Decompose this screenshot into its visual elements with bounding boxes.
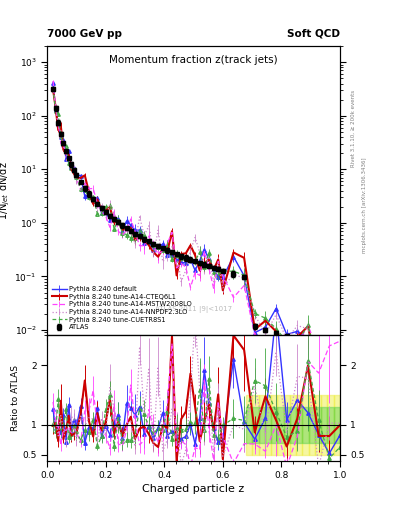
Bar xyxy=(334,395,340,455)
Bar xyxy=(296,395,303,455)
Bar xyxy=(265,395,271,455)
Bar xyxy=(246,395,252,455)
Bar xyxy=(321,407,327,443)
Text: Momentum fraction z(track jets): Momentum fraction z(track jets) xyxy=(109,55,278,65)
Bar xyxy=(309,395,315,455)
Bar xyxy=(259,407,265,443)
Text: Rivet 3.1.10, ≥ 200k events: Rivet 3.1.10, ≥ 200k events xyxy=(351,90,356,166)
Bar xyxy=(284,407,290,443)
Bar xyxy=(277,395,284,455)
Bar xyxy=(290,395,296,455)
Bar xyxy=(246,407,252,443)
Bar xyxy=(265,407,271,443)
Y-axis label: Ratio to ATLAS: Ratio to ATLAS xyxy=(11,365,20,431)
Text: ATLAS 2011 |9|<1017: ATLAS 2011 |9|<1017 xyxy=(155,306,232,313)
Bar xyxy=(334,407,340,443)
Bar xyxy=(277,407,284,443)
Bar xyxy=(271,407,277,443)
Bar xyxy=(290,407,296,443)
Bar xyxy=(252,407,259,443)
Bar xyxy=(271,395,277,455)
X-axis label: Charged particle z: Charged particle z xyxy=(142,484,245,495)
Bar xyxy=(259,395,265,455)
Bar xyxy=(309,407,315,443)
Y-axis label: 1/N$_{jet}$ dN/dz: 1/N$_{jet}$ dN/dz xyxy=(0,161,12,220)
Text: mcplots.cern.ch [arXiv:1306.3436]: mcplots.cern.ch [arXiv:1306.3436] xyxy=(362,157,367,252)
Bar xyxy=(284,395,290,455)
Bar xyxy=(321,395,327,455)
Text: 7000 GeV pp: 7000 GeV pp xyxy=(47,29,122,39)
Bar xyxy=(315,407,321,443)
Text: Soft QCD: Soft QCD xyxy=(287,29,340,39)
Bar xyxy=(303,407,309,443)
Bar xyxy=(252,395,259,455)
Bar xyxy=(327,407,334,443)
Legend: Pythia 8.240 default, Pythia 8.240 tune-A14-CTEQ6L1, Pythia 8.240 tune-A14-MSTW2: Pythia 8.240 default, Pythia 8.240 tune-… xyxy=(50,284,194,332)
Bar xyxy=(327,395,334,455)
Bar xyxy=(315,395,321,455)
Bar xyxy=(303,395,309,455)
Bar xyxy=(296,407,303,443)
